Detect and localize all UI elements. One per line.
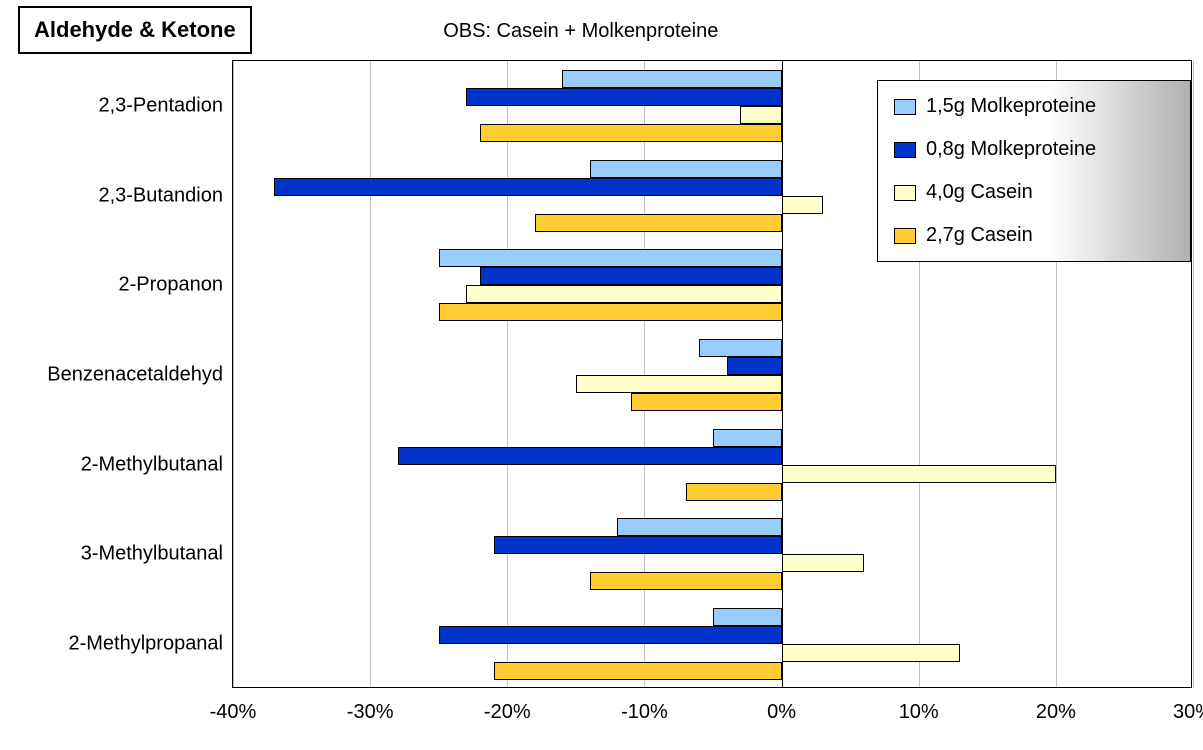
legend-swatch [894, 99, 916, 115]
x-tick-label: 10% [899, 701, 939, 724]
bar [576, 375, 782, 393]
gridline [370, 61, 371, 687]
bar [480, 124, 782, 142]
y-tick-label: 2,3-Pentadion [98, 94, 233, 117]
x-tick-label: -20% [484, 701, 531, 724]
chart-subtitle: OBS: Casein + Molkenproteine [443, 20, 718, 43]
bar [782, 554, 864, 572]
y-tick-label: 2,3-Butandion [98, 184, 233, 207]
bar [631, 393, 782, 411]
legend: 1,5g Molkeproteine 0,8g Molkeproteine 4,0g… [877, 80, 1191, 262]
bar [494, 662, 782, 680]
x-tick-label: -40% [210, 701, 257, 724]
x-tick-label: 30% [1173, 701, 1203, 724]
bar [494, 536, 782, 554]
bar [466, 285, 781, 303]
legend-label: 1,5g Molkeproteine [926, 95, 1096, 118]
y-tick-label: 2-Propanon [118, 274, 233, 297]
bar [617, 518, 782, 536]
bar [466, 88, 781, 106]
x-tick-label: -30% [347, 701, 394, 724]
bar [740, 106, 781, 124]
axis-zero-line [782, 61, 783, 687]
bar [713, 608, 782, 626]
bar [439, 626, 782, 644]
legend-swatch [894, 185, 916, 201]
bar [713, 429, 782, 447]
x-tick-label: 0% [767, 701, 796, 724]
bar [590, 572, 782, 590]
bar [782, 465, 1056, 483]
x-tick-label: -10% [621, 701, 668, 724]
bar [274, 178, 781, 196]
y-tick-label: 3-Methylbutanal [81, 543, 233, 566]
bar [686, 483, 782, 501]
legend-item: 4,0g Casein [894, 181, 1174, 204]
legend-item: 1,5g Molkeproteine [894, 95, 1174, 118]
legend-swatch [894, 142, 916, 158]
legend-item: 0,8g Molkeproteine [894, 138, 1174, 161]
x-tick-label: 20% [1036, 701, 1076, 724]
gridline [1193, 61, 1194, 687]
legend-label: 2,7g Casein [926, 224, 1033, 247]
bar [590, 160, 782, 178]
gridline [507, 61, 508, 687]
bar [398, 447, 782, 465]
legend-item: 2,7g Casein [894, 224, 1174, 247]
bar [782, 196, 823, 214]
legend-label: 0,8g Molkeproteine [926, 138, 1096, 161]
legend-label: 4,0g Casein [926, 181, 1033, 204]
bar [699, 339, 781, 357]
bar [535, 214, 782, 232]
gridline [233, 61, 234, 687]
legend-swatch [894, 228, 916, 244]
gridline [644, 61, 645, 687]
bar [562, 70, 781, 88]
chart-title-box: Aldehyde & Ketone [18, 6, 252, 54]
y-tick-label: 2-Methylbutanal [81, 453, 233, 476]
bar [727, 357, 782, 375]
bar [439, 303, 782, 321]
bar [439, 249, 782, 267]
bar [782, 644, 960, 662]
y-tick-label: Benzenacetaldehyd [47, 364, 233, 387]
y-tick-label: 2-Methylpropanal [68, 633, 233, 656]
bar [480, 267, 782, 285]
